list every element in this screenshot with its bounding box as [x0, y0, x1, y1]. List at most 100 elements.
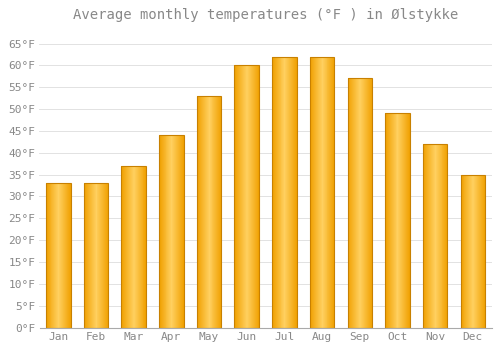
Bar — [89, 183, 90, 328]
Bar — [246, 65, 248, 328]
Bar — [134, 166, 135, 328]
Bar — [348, 78, 349, 328]
Bar — [250, 65, 251, 328]
Bar — [356, 78, 357, 328]
Bar — [200, 96, 201, 328]
Bar — [431, 144, 432, 328]
Bar — [67, 183, 68, 328]
Bar — [439, 144, 440, 328]
Bar — [395, 113, 396, 328]
Bar — [60, 183, 61, 328]
Bar — [64, 183, 65, 328]
Bar — [52, 183, 53, 328]
Bar — [330, 57, 331, 328]
Bar — [442, 144, 443, 328]
Bar — [446, 144, 447, 328]
Bar — [331, 57, 332, 328]
Bar — [142, 166, 143, 328]
Bar — [132, 166, 134, 328]
Bar — [211, 96, 212, 328]
Bar — [128, 166, 129, 328]
Bar — [57, 183, 58, 328]
Bar — [183, 135, 184, 328]
Bar — [441, 144, 442, 328]
Title: Average monthly temperatures (°F ) in Ølstykke: Average monthly temperatures (°F ) in Øl… — [73, 8, 458, 22]
Bar — [408, 113, 410, 328]
Bar — [161, 135, 162, 328]
Bar — [327, 57, 328, 328]
Bar — [96, 183, 97, 328]
Bar — [165, 135, 166, 328]
Bar — [314, 57, 315, 328]
Bar — [467, 175, 468, 328]
Bar — [138, 166, 139, 328]
Bar — [143, 166, 144, 328]
Bar — [392, 113, 393, 328]
Bar — [176, 135, 177, 328]
Bar — [426, 144, 427, 328]
Bar — [171, 135, 172, 328]
Bar — [62, 183, 64, 328]
Bar — [172, 135, 173, 328]
Bar — [313, 57, 314, 328]
Bar — [405, 113, 406, 328]
Bar — [140, 166, 141, 328]
Bar — [445, 144, 446, 328]
Bar — [167, 135, 168, 328]
Bar — [316, 57, 318, 328]
Bar — [283, 57, 284, 328]
Bar — [139, 166, 140, 328]
Bar — [257, 65, 258, 328]
Bar — [310, 57, 334, 328]
Bar — [477, 175, 478, 328]
Bar — [438, 144, 439, 328]
Bar — [51, 183, 52, 328]
Bar — [170, 135, 171, 328]
Bar — [178, 135, 179, 328]
Bar — [398, 113, 399, 328]
Bar — [212, 96, 213, 328]
Bar — [85, 183, 86, 328]
Bar — [483, 175, 484, 328]
Bar — [352, 78, 353, 328]
Bar — [248, 65, 249, 328]
Bar — [169, 135, 170, 328]
Bar — [246, 65, 247, 328]
Bar — [315, 57, 316, 328]
Bar — [367, 78, 368, 328]
Bar — [293, 57, 294, 328]
Bar — [86, 183, 88, 328]
Bar — [388, 113, 389, 328]
Bar — [468, 175, 469, 328]
Bar — [98, 183, 99, 328]
Bar — [199, 96, 200, 328]
Bar — [440, 144, 441, 328]
Bar — [94, 183, 95, 328]
Bar — [56, 183, 57, 328]
Bar — [209, 96, 210, 328]
Bar — [255, 65, 256, 328]
Bar — [436, 144, 437, 328]
Bar — [358, 78, 359, 328]
Bar — [386, 113, 388, 328]
Bar — [318, 57, 319, 328]
Bar — [238, 65, 239, 328]
Bar — [429, 144, 430, 328]
Bar — [47, 183, 48, 328]
Bar — [173, 135, 174, 328]
Bar — [476, 175, 477, 328]
Bar — [435, 144, 436, 328]
Bar — [159, 135, 160, 328]
Bar — [432, 144, 433, 328]
Bar — [289, 57, 290, 328]
Bar — [207, 96, 208, 328]
Bar — [364, 78, 365, 328]
Bar — [393, 113, 394, 328]
Bar — [248, 65, 250, 328]
Bar — [130, 166, 131, 328]
Bar — [105, 183, 106, 328]
Bar — [180, 135, 182, 328]
Bar — [91, 183, 92, 328]
Bar — [163, 135, 164, 328]
Bar — [278, 57, 279, 328]
